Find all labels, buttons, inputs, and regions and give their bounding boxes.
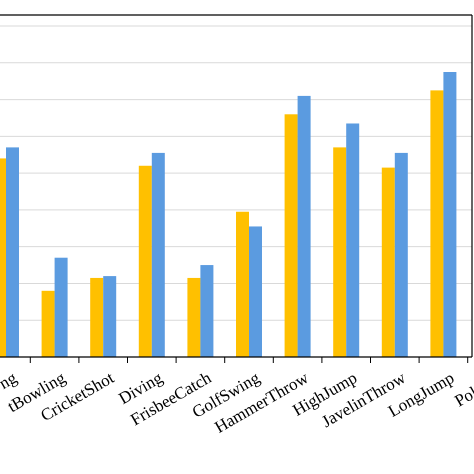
bar-diving-series-2: [151, 152, 165, 357]
bar-bowling-series-2: [6, 147, 19, 357]
x-axis-ticks: [29, 357, 469, 363]
gridlines: [0, 25, 472, 321]
bar-highjump-series-2: [346, 123, 360, 357]
x-tick-labels: ngtBowlingCricketShotDivingFrisbeeCatchG…: [0, 368, 474, 437]
bars: [0, 72, 457, 358]
bar-javelinthrow-series-2: [394, 152, 408, 357]
x-tick-label-bowling: ng: [0, 368, 20, 393]
bar-diving-series-1: [138, 165, 152, 357]
bar-frisbeecatch-series-1: [187, 277, 201, 357]
bar-cricketshot-series-1: [90, 277, 104, 357]
bar-hammerthrow-series-1: [284, 114, 298, 358]
bar-golfswing-series-1: [236, 211, 249, 357]
x-tick-label-polevault: Pole Va: [451, 368, 474, 411]
bar-hammerthrow-series-2: [297, 95, 311, 357]
bar-golfswing-series-2: [249, 226, 262, 357]
bar-cricketshot-series-2: [103, 276, 117, 357]
bar-highjump-series-1: [333, 147, 347, 357]
bar-longjump-series-1: [430, 90, 444, 358]
bar-bowling-series-1: [0, 158, 6, 357]
bar-javelinthrow-series-1: [381, 167, 395, 357]
bar-frisbeecatch-series-2: [200, 265, 214, 357]
bar-cricketbowling-series-1: [41, 290, 55, 357]
bar-cricketbowling-series-2: [54, 257, 68, 357]
bar-longjump-series-2: [443, 72, 457, 357]
